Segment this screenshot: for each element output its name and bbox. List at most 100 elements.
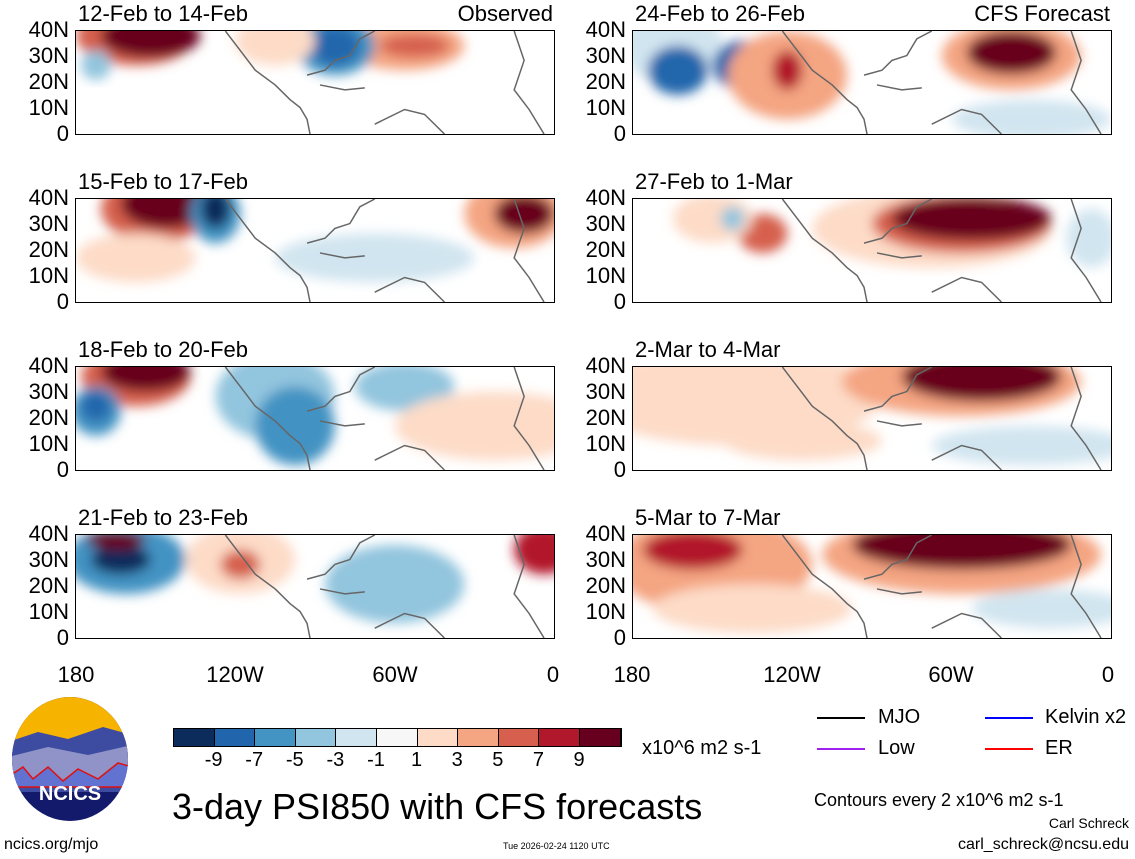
anomaly-region [80, 391, 111, 421]
panel-title: 24-Feb to 26-Feb [635, 1, 805, 26]
y-tick: 20N [28, 69, 69, 94]
y-tick: 30N [585, 547, 626, 572]
colorbar-tick: 3 [451, 749, 463, 771]
anomaly-region [324, 544, 465, 624]
y-tick: 40N [585, 185, 626, 210]
coastline [781, 199, 1102, 302]
anomaly-region [120, 199, 211, 229]
colorbar-tick: 7 [532, 749, 544, 771]
y-tick: 40N [585, 17, 626, 42]
anomaly-region [642, 535, 743, 570]
x-tick: 0 [1101, 662, 1115, 687]
panel-title: 15-Feb to 17-Feb [78, 169, 248, 194]
y-tick: 10N [28, 599, 69, 624]
anomaly-region [931, 425, 1111, 466]
anomaly-map-panel [75, 30, 555, 135]
ncics-logo: NCICS [8, 697, 132, 821]
panel-label: CFS Forecast [974, 1, 1110, 26]
anomaly-map-panel [632, 366, 1112, 471]
legend-label: ER [1045, 737, 1073, 759]
anomaly-region [100, 367, 191, 392]
x-tick: 60W [372, 662, 418, 687]
y-tick: 40N [28, 521, 69, 546]
colorbar-tick: -7 [245, 749, 264, 771]
anomaly-region [772, 50, 803, 90]
anomaly-region [971, 588, 1111, 629]
y-tick: 30N [585, 43, 626, 68]
y-tick: 30N [28, 43, 69, 68]
colorbar-swatch [539, 729, 580, 746]
y-tick: 20N [28, 573, 69, 598]
coastline [224, 31, 545, 134]
contour-note: Contours every 2 x10^6 m2 s-1 [814, 790, 1064, 810]
anomaly-region [100, 31, 201, 58]
legend-line-mjo [817, 717, 865, 719]
anomaly-region [76, 233, 196, 283]
anomaly-region [966, 31, 1057, 75]
anomaly-region [379, 33, 450, 58]
anomaly-region [852, 535, 1072, 570]
anomaly-map-panel [632, 198, 1112, 303]
anomaly-map-panel [75, 366, 555, 471]
anomaly-region [394, 391, 554, 461]
panel-title: 2-Mar to 4-Mar [635, 337, 781, 362]
y-tick: 30N [585, 211, 626, 236]
y-tick: 20N [585, 237, 626, 262]
x-tick: 120W [763, 662, 821, 687]
x-tick: 0 [546, 662, 560, 687]
legend-line-low [817, 748, 865, 750]
y-tick: 20N [585, 69, 626, 94]
coastline [224, 535, 545, 638]
colorbar-tick: -3 [326, 749, 345, 771]
y-tick: 10N [585, 599, 626, 624]
legend-line-er [985, 748, 1033, 750]
email: carl_schreck@ncsu.edu [958, 836, 1129, 853]
anomaly-region [494, 199, 554, 234]
anomaly-region [200, 199, 231, 229]
colorbar-tick: -9 [204, 749, 223, 771]
figure-title: 3-day PSI850 with CFS forecasts [172, 786, 703, 827]
colorbar [173, 728, 622, 747]
coastline [781, 31, 1102, 134]
y-tick: 40N [28, 185, 69, 210]
colorbar-tick: -5 [285, 749, 304, 771]
y-tick: 0 [56, 625, 69, 650]
colorbar-tick: 9 [573, 749, 585, 771]
anomaly-region [647, 45, 708, 95]
y-tick: 0 [613, 625, 626, 650]
y-tick: 20N [585, 405, 626, 430]
colorbar-units: x10^6 m2 s-1 [642, 737, 762, 759]
colorbar-swatch [255, 729, 296, 746]
colorbar-tick: 5 [492, 749, 504, 771]
y-tick: 0 [613, 457, 626, 482]
y-tick: 10N [28, 95, 69, 120]
panel-title: 12-Feb to 14-Feb [78, 1, 248, 26]
legend-label: Kelvin x2 [1045, 706, 1127, 728]
y-tick: 30N [28, 379, 69, 404]
anomaly-region [901, 367, 1062, 402]
anomaly-region [80, 50, 111, 81]
anomaly-region [722, 420, 882, 461]
y-tick: 30N [585, 379, 626, 404]
colorbar-swatch [376, 729, 418, 746]
y-tick: 10N [585, 95, 626, 120]
y-tick: 0 [56, 121, 69, 146]
coastline [781, 535, 1102, 638]
colorbar-swatch [295, 729, 337, 746]
y-tick: 40N [585, 353, 626, 378]
y-tick: 40N [585, 521, 626, 546]
anomaly-region [275, 233, 475, 283]
y-tick: 0 [613, 289, 626, 314]
y-tick: 30N [28, 211, 69, 236]
colorbar-swatch [498, 729, 540, 746]
anomaly-region [652, 584, 853, 634]
panel-title: 27-Feb to 1-Mar [635, 169, 793, 194]
anomaly-map-panel [75, 198, 555, 303]
colorbar-swatch [458, 729, 499, 746]
y-tick: 10N [585, 431, 626, 456]
colorbar-tick: 1 [411, 749, 423, 771]
anomaly-region [85, 535, 146, 550]
site-link[interactable]: ncics.org/mjo [4, 836, 99, 853]
colorbar-swatch [174, 729, 215, 746]
y-tick: 0 [613, 121, 626, 146]
